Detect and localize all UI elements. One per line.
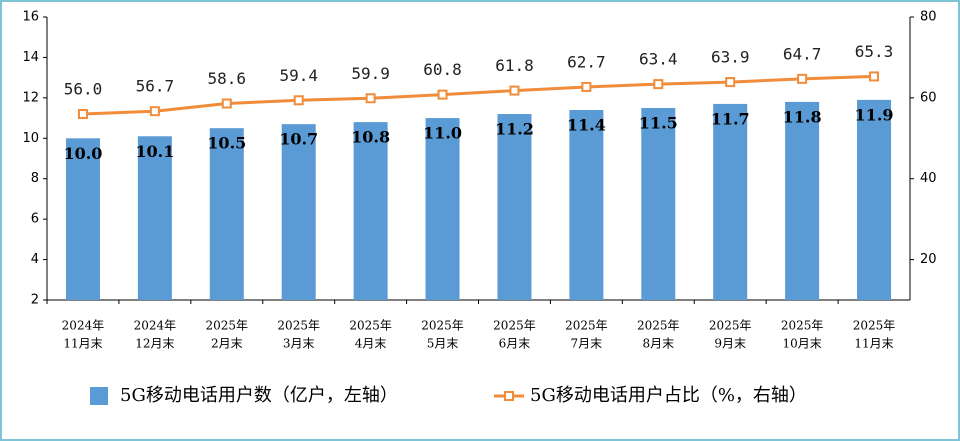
x-tick-label: 2025年 bbox=[637, 319, 680, 333]
bar-label: 10.8 bbox=[351, 128, 390, 147]
y2-tick-label: 60 bbox=[920, 90, 937, 105]
bar-label: 10.1 bbox=[135, 142, 174, 161]
line-marker bbox=[653, 79, 664, 90]
legend-swatch bbox=[90, 387, 108, 405]
line-marker bbox=[869, 71, 880, 82]
bar bbox=[425, 118, 460, 300]
line-marker bbox=[581, 81, 592, 92]
legend-label: 5G移动电话用户占比（%，右轴） bbox=[530, 385, 807, 406]
bar bbox=[65, 138, 100, 300]
x-tick-label: 11月末 bbox=[63, 337, 102, 351]
x-tick-label: 2月末 bbox=[211, 337, 243, 351]
line-marker bbox=[797, 73, 808, 84]
line-label: 63.4 bbox=[639, 50, 678, 69]
y-tick-label: 6 bbox=[31, 212, 39, 227]
line-label: 59.9 bbox=[351, 64, 390, 83]
line-label: 58.6 bbox=[208, 69, 247, 88]
y-tick-label: 8 bbox=[31, 171, 39, 186]
x-tick-label: 2025年 bbox=[493, 319, 536, 333]
bar bbox=[569, 109, 604, 300]
line-marker bbox=[509, 85, 520, 96]
y-tick-label: 16 bbox=[22, 10, 39, 25]
x-tick-label: 2025年 bbox=[781, 319, 824, 333]
x-tick-label: 6月末 bbox=[499, 337, 531, 351]
bar bbox=[353, 122, 388, 300]
line-marker bbox=[365, 93, 376, 104]
bar-label: 10.5 bbox=[207, 134, 246, 153]
y-tick-label: 12 bbox=[22, 90, 39, 105]
bar-label: 11.0 bbox=[423, 124, 462, 143]
y-tick-label: 14 bbox=[22, 50, 39, 65]
x-tick-label: 2025年 bbox=[277, 319, 320, 333]
bar-label: 11.4 bbox=[567, 115, 606, 134]
line-marker bbox=[725, 77, 736, 88]
x-tick-label: 2024年 bbox=[62, 319, 105, 333]
bar bbox=[209, 128, 244, 300]
x-tick-label: 2024年 bbox=[134, 319, 177, 333]
x-tick-label: 7月末 bbox=[571, 337, 603, 351]
bar-label: 11.2 bbox=[495, 120, 534, 139]
line-label: 56.0 bbox=[64, 80, 103, 99]
x-tick-label: 11月末 bbox=[854, 337, 893, 351]
y-tick-label: 4 bbox=[31, 252, 39, 267]
x-tick-label: 4月末 bbox=[355, 337, 387, 351]
line-label: 62.7 bbox=[567, 52, 606, 71]
line-label: 59.4 bbox=[279, 66, 318, 85]
x-tick-label: 12月末 bbox=[135, 337, 174, 351]
bar bbox=[281, 124, 316, 300]
x-tick-label: 2025年 bbox=[565, 319, 608, 333]
x-tick-label: 8月末 bbox=[642, 337, 674, 351]
x-tick-label: 9月末 bbox=[714, 337, 746, 351]
x-tick-label: 3月末 bbox=[283, 337, 315, 351]
bar bbox=[857, 99, 892, 300]
line-marker bbox=[77, 109, 88, 120]
bar-label: 11.7 bbox=[711, 109, 750, 128]
y-tick-label: 10 bbox=[22, 131, 39, 146]
legend-label: 5G移动电话用户数（亿户，左轴） bbox=[120, 385, 398, 406]
line-label: 60.8 bbox=[423, 60, 462, 79]
bar bbox=[785, 101, 820, 301]
bar-label: 11.5 bbox=[639, 113, 678, 132]
x-tick-label: 5月末 bbox=[427, 337, 459, 351]
bar bbox=[641, 107, 676, 300]
line-label: 64.7 bbox=[783, 44, 822, 63]
line-marker bbox=[293, 95, 304, 106]
y2-tick-label: 20 bbox=[920, 252, 937, 267]
x-tick-label: 2025年 bbox=[709, 319, 752, 333]
line-marker bbox=[437, 89, 448, 100]
legend-marker bbox=[504, 391, 514, 401]
bar-label: 10.0 bbox=[63, 144, 102, 163]
bar-label: 11.9 bbox=[855, 105, 894, 124]
bar bbox=[137, 136, 172, 300]
bar-label: 11.8 bbox=[783, 107, 822, 126]
line-marker bbox=[221, 98, 232, 109]
y2-tick-label: 80 bbox=[920, 10, 937, 25]
x-tick-label: 10月末 bbox=[782, 337, 821, 351]
line-label: 56.7 bbox=[136, 77, 175, 96]
x-tick-label: 2025年 bbox=[349, 319, 392, 333]
line-label: 61.8 bbox=[495, 56, 534, 75]
line-marker bbox=[149, 106, 160, 117]
bar bbox=[713, 103, 748, 301]
x-tick-label: 2025年 bbox=[853, 319, 896, 333]
bar-label: 10.7 bbox=[279, 130, 318, 149]
line-label: 65.3 bbox=[855, 42, 894, 61]
y-tick-label: 2 bbox=[31, 293, 39, 308]
line-label: 63.9 bbox=[711, 48, 750, 67]
bar bbox=[497, 114, 532, 301]
x-tick-label: 2025年 bbox=[206, 319, 249, 333]
line bbox=[82, 74, 875, 116]
x-tick-label: 2025年 bbox=[421, 319, 464, 333]
y2-tick-label: 40 bbox=[920, 171, 937, 186]
